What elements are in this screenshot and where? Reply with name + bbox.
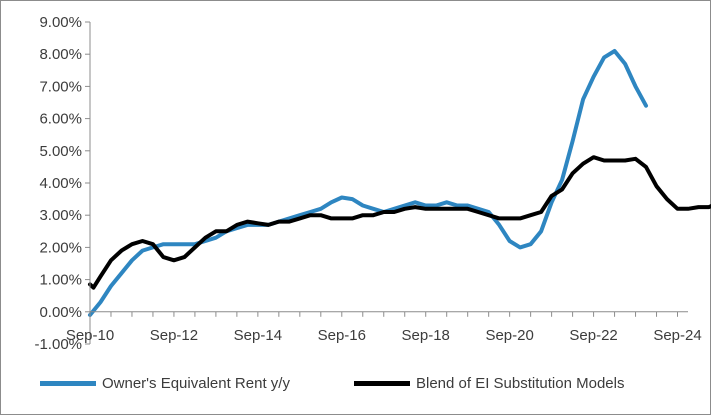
series-line-oer bbox=[88, 49, 648, 317]
y-tick-label: 6.00% bbox=[39, 111, 82, 128]
legend-item-oer: Owner's Equivalent Rent y/y bbox=[40, 365, 290, 401]
x-tick-label: Sep-20 bbox=[485, 327, 533, 344]
y-tick-label: 5.00% bbox=[39, 143, 82, 160]
x-tick-label: Sep-12 bbox=[150, 327, 198, 344]
y-tick-label: 9.00% bbox=[39, 14, 82, 31]
y-tick-label: 2.00% bbox=[39, 239, 82, 256]
x-tick-labels: Sep-10 Sep-12 Sep-14 Sep-16 Sep-18 Sep-20 Sep-… bbox=[66, 327, 702, 344]
y-tick-label: 7.00% bbox=[39, 78, 82, 95]
x-tick-label: Sep-16 bbox=[318, 327, 366, 344]
x-tick-label: Sep-14 bbox=[234, 327, 282, 344]
line-chart: -1.00% 0.00% 1.00% 2.00% 3.00% 4.00% 5.00% 6.00… bbox=[34, 14, 711, 353]
legend-label-blend: Blend of EI Substitution Models bbox=[416, 374, 625, 392]
y-tick-label: -1.00% bbox=[34, 336, 82, 353]
series-line-blend bbox=[88, 155, 711, 290]
y-tick-label: 1.00% bbox=[39, 272, 82, 289]
plot-lines bbox=[88, 49, 711, 317]
x-tick-label: Sep-24 bbox=[653, 327, 701, 344]
legend-swatch-blend bbox=[354, 380, 410, 386]
y-tick-labels: -1.00% 0.00% 1.00% 2.00% 3.00% 4.00% 5.00% 6.00… bbox=[34, 14, 82, 353]
y-tick-label: 3.00% bbox=[39, 207, 82, 224]
y-tick-label: 4.00% bbox=[39, 175, 82, 192]
axes bbox=[85, 21, 688, 345]
legend-label-oer: Owner's Equivalent Rent y/y bbox=[102, 374, 290, 392]
y-tick-label: 0.00% bbox=[39, 304, 82, 321]
x-tick-label: Sep-18 bbox=[402, 327, 450, 344]
legend: Owner's Equivalent Rent y/y Blend of EI … bbox=[0, 365, 711, 401]
legend-item-blend: Blend of EI Substitution Models bbox=[354, 365, 624, 401]
legend-swatch-oer bbox=[40, 380, 96, 386]
x-tick-label: Sep-22 bbox=[569, 327, 617, 344]
y-tick-label: 8.00% bbox=[39, 46, 82, 63]
x-tick-label: Sep-10 bbox=[66, 327, 114, 344]
